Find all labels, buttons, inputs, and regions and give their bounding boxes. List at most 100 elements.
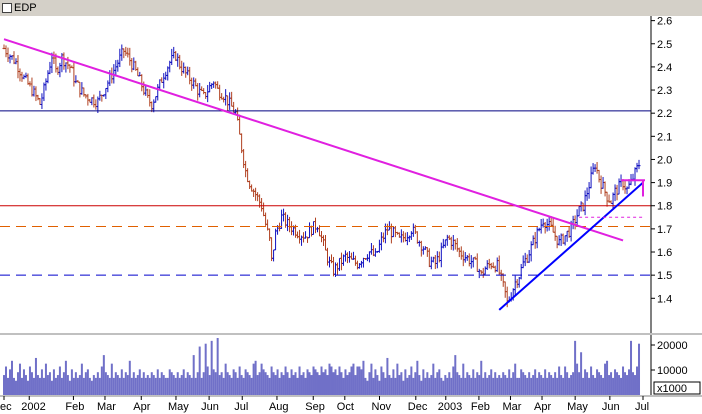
title-bar[interactable]: EDP — [0, 0, 702, 17]
date-tick-label: Jul — [635, 401, 649, 413]
volume-bar — [36, 375, 39, 395]
volume-bar — [238, 366, 241, 395]
volume-bar — [222, 377, 225, 395]
volume-bar — [418, 375, 421, 395]
volume-bar — [396, 363, 399, 395]
volume-bar — [272, 372, 275, 395]
volume-bar — [106, 375, 109, 395]
volume-bar — [608, 375, 611, 395]
volume-bar — [324, 369, 327, 395]
volume-bar — [560, 375, 563, 395]
volume-bar — [278, 377, 281, 395]
volume-bar — [174, 377, 177, 395]
volume-bar — [448, 372, 451, 395]
volume-bar — [494, 372, 497, 395]
volume-bar — [64, 360, 67, 395]
volume-bar — [528, 372, 531, 395]
volume-bar — [32, 377, 35, 395]
volume-bar — [104, 372, 107, 395]
volume-tick-label: 20000 — [657, 340, 688, 352]
volume-bar — [300, 375, 303, 395]
volume-bar — [156, 369, 159, 395]
volume-bar — [198, 346, 201, 395]
volume-bar — [16, 372, 19, 395]
date-tick-label: May — [168, 401, 189, 413]
volume-bar — [72, 377, 75, 395]
volume-bar — [240, 375, 243, 395]
volume-bar — [402, 380, 405, 395]
volume-bar — [458, 375, 461, 395]
volume-bar — [620, 377, 623, 395]
volume-bar — [510, 377, 513, 395]
volume-bar — [154, 377, 157, 395]
volume-bar — [186, 372, 189, 395]
volume-bar — [390, 377, 393, 395]
volume-bar — [424, 377, 427, 395]
volume-bar — [372, 377, 375, 395]
volume-bar — [110, 363, 113, 395]
volume-bar — [82, 377, 85, 395]
volume-bar — [444, 375, 447, 395]
price-tick-label: 2.1 — [657, 131, 672, 143]
volume-bar — [34, 357, 37, 395]
volume-bar — [196, 372, 199, 395]
volume-bar — [194, 377, 197, 395]
volume-bar — [318, 375, 321, 395]
volume-bar — [542, 377, 545, 395]
volume-bar — [172, 375, 175, 395]
volume-bar — [90, 380, 93, 395]
volume-bar — [258, 372, 261, 395]
window-menu-icon[interactable] — [2, 3, 12, 13]
volume-bar — [136, 375, 139, 395]
volume-bar — [578, 372, 581, 395]
volume-bar — [398, 375, 401, 395]
volume-bar — [144, 377, 147, 395]
volume-bar — [598, 372, 601, 395]
volume-bar — [80, 363, 83, 395]
volume-bar — [508, 369, 511, 395]
volume-bar — [350, 366, 353, 395]
volume-bar — [192, 355, 195, 395]
volume-bar — [44, 363, 47, 395]
volume-bar — [184, 377, 187, 395]
volume-bar — [176, 372, 179, 395]
volume-bar — [316, 372, 319, 395]
volume-bar — [446, 377, 449, 395]
date-tick-label: Mar — [97, 401, 116, 413]
volume-bar — [4, 366, 7, 395]
volume-bar — [388, 375, 391, 395]
volume-bar — [346, 375, 349, 395]
volume-bar — [294, 372, 297, 395]
volume-bar — [502, 372, 505, 395]
volume-bar — [332, 372, 335, 395]
volume-bar — [610, 372, 613, 395]
volume-bar — [362, 360, 365, 395]
volume-bar — [206, 366, 209, 395]
volume-bar — [472, 369, 475, 395]
volume-bar — [102, 355, 105, 395]
volume-bar — [626, 375, 629, 395]
uptrend-line — [498, 181, 644, 311]
volume-bar — [628, 369, 631, 395]
volume-bar — [22, 369, 25, 395]
volume-bar — [506, 377, 509, 395]
date-tick-label: Feb — [471, 401, 490, 413]
volume-bar — [344, 369, 347, 395]
volume-bar — [200, 377, 203, 395]
volume-bar — [348, 372, 351, 395]
volume-bar — [576, 363, 579, 395]
volume-bar — [548, 372, 551, 395]
date-tick-label: May — [567, 401, 588, 413]
volume-bar — [540, 375, 543, 395]
volume-bar — [380, 366, 383, 395]
volume-bar — [164, 377, 167, 395]
volume-bar — [512, 372, 515, 395]
volume-bar — [572, 372, 575, 395]
volume-bar — [534, 369, 537, 395]
volume-bar — [290, 369, 293, 395]
volume-bar — [334, 369, 337, 395]
volume-bar — [132, 372, 135, 395]
volume-bar — [538, 372, 541, 395]
volume-bar — [338, 366, 341, 395]
volume-bar — [516, 377, 519, 395]
